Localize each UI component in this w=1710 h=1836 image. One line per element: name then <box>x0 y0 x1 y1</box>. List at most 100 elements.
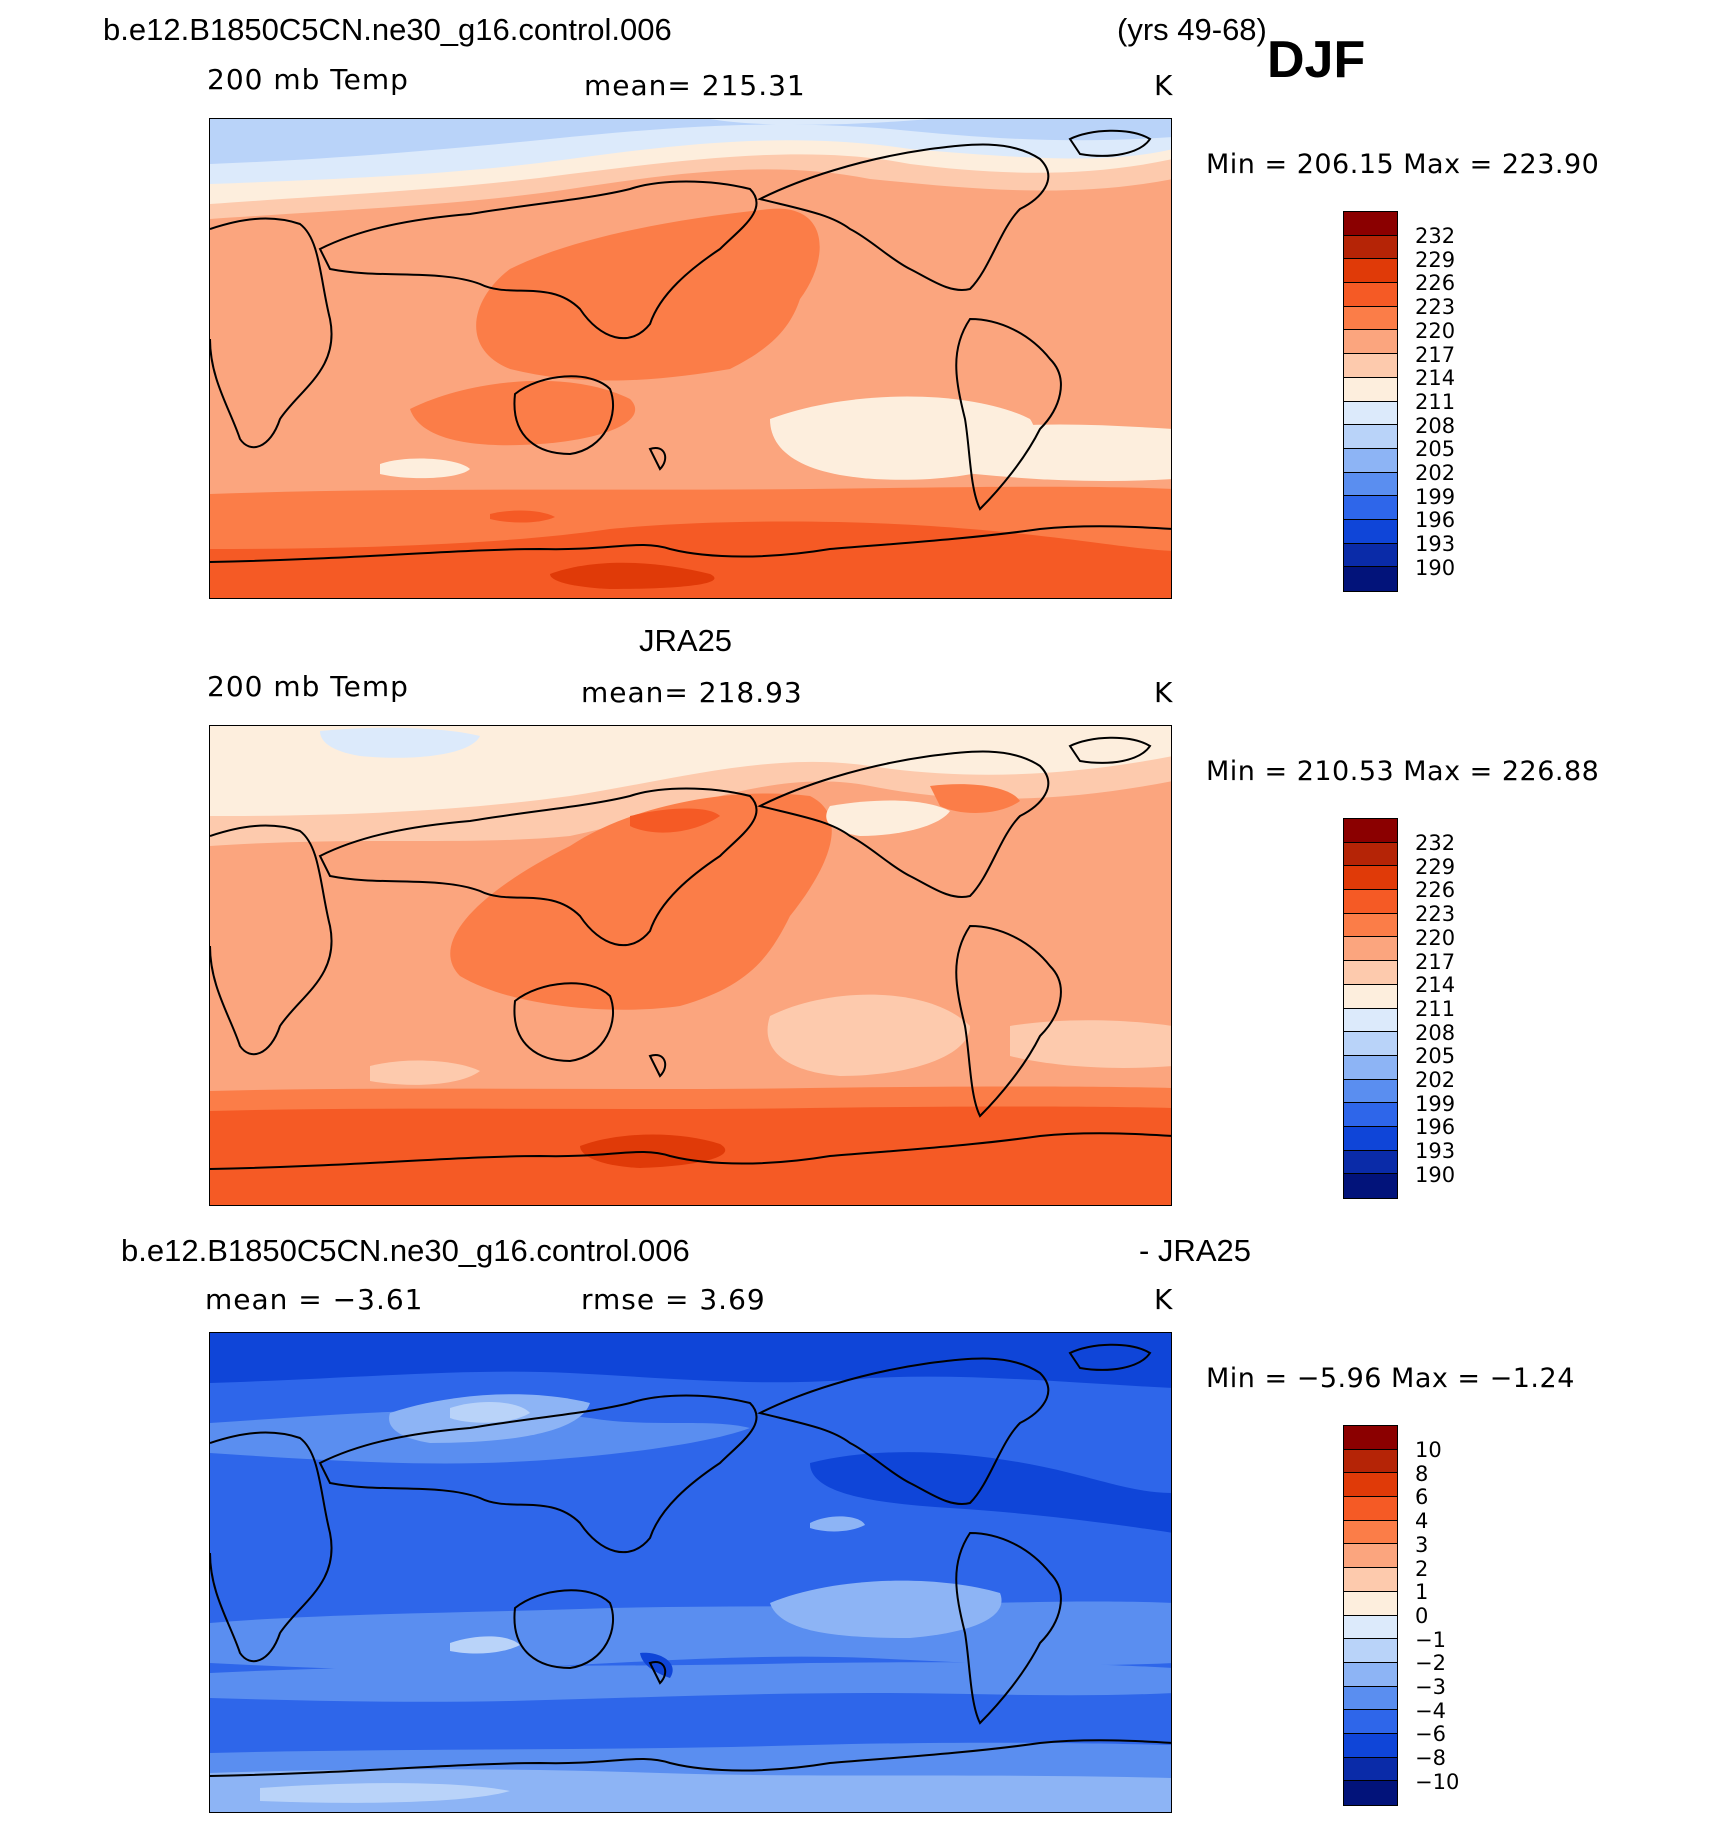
colorbar-label: 190 <box>1415 1162 1456 1187</box>
colorbar-swatch <box>1344 1497 1397 1521</box>
colorbar-label: 217 <box>1415 949 1456 974</box>
colorbar-swatch <box>1344 1174 1397 1198</box>
colorbar-swatch <box>1344 1591 1397 1616</box>
panel3-title-right: - JRA25 <box>1139 1233 1251 1268</box>
colorbar-label: −8 <box>1415 1746 1446 1771</box>
panel2-minmax: Min = 210.53 Max = 226.88 <box>1206 756 1600 787</box>
colorbar-swatch <box>1344 1568 1397 1592</box>
colorbar-label: 214 <box>1415 973 1456 998</box>
colorbar-label: 190 <box>1415 555 1456 580</box>
colorbar-label: 232 <box>1415 224 1456 248</box>
colorbar-swatch <box>1344 1126 1397 1151</box>
panel3-mean: mean = −3.61 <box>205 1283 424 1316</box>
colorbar-swatch <box>1344 819 1397 843</box>
colorbar-swatch <box>1344 1520 1397 1545</box>
colorbar-swatch <box>1344 1055 1397 1080</box>
colorbar-swatch <box>1344 283 1397 307</box>
colorbar-label: −2 <box>1415 1651 1446 1676</box>
colorbar-swatch <box>1344 913 1397 938</box>
colorbar-label: −10 <box>1415 1769 1460 1794</box>
colorbar-swatch <box>1344 1757 1397 1782</box>
colorbar-label: 211 <box>1415 996 1456 1021</box>
colorbar-swatch <box>1344 306 1397 331</box>
panel3-minmax: Min = −5.96 Max = −1.24 <box>1206 1363 1575 1394</box>
panel1-units: K <box>1154 69 1174 102</box>
colorbar-label: 205 <box>1415 1044 1456 1069</box>
colorbar-label: 220 <box>1415 318 1456 343</box>
colorbar-label: −6 <box>1415 1722 1446 1747</box>
panel3-rmse: rmse = 3.69 <box>581 1283 766 1316</box>
panel3-title-left: b.e12.B1850C5CN.ne30_g16.control.006 <box>121 1233 690 1268</box>
season-label: DJF <box>1267 31 1366 89</box>
panel2-map <box>209 725 1172 1206</box>
panel2-contour-field <box>210 726 1171 1205</box>
colorbar-swatch <box>1344 1662 1397 1687</box>
colorbar-swatch <box>1344 1150 1397 1175</box>
panel2-title: JRA25 <box>639 623 733 658</box>
colorbar-label: 193 <box>1415 532 1456 557</box>
colorbar-label: 199 <box>1415 1091 1456 1116</box>
panel1-mean: mean= 215.31 <box>584 69 806 102</box>
colorbar-swatch <box>1344 866 1397 891</box>
colorbar-swatch <box>1344 1544 1397 1569</box>
colorbar-swatch <box>1344 235 1397 260</box>
colorbar-swatch <box>1344 330 1397 355</box>
colorbar-swatch <box>1344 937 1397 962</box>
colorbar-swatch <box>1344 1710 1397 1734</box>
colorbar-label: 6 <box>1415 1485 1429 1510</box>
colorbar-label: 220 <box>1415 925 1456 950</box>
colorbar-label: 199 <box>1415 484 1456 509</box>
years-label: (yrs 49-68) <box>1117 12 1267 47</box>
colorbar-label: 202 <box>1415 461 1456 485</box>
colorbar-label: 223 <box>1415 295 1456 320</box>
panel3-contour-field <box>210 1333 1171 1812</box>
colorbar-swatch <box>1344 496 1397 520</box>
colorbar-swatch <box>1344 1449 1397 1474</box>
colorbar-swatch <box>1344 842 1397 867</box>
colorbar-label: 211 <box>1415 389 1456 414</box>
colorbar-swatch <box>1344 1473 1397 1498</box>
panel2-units: K <box>1154 676 1174 709</box>
colorbar-swatch <box>1344 890 1397 914</box>
colorbar-swatch <box>1344 425 1397 449</box>
colorbar-label: −3 <box>1415 1675 1446 1699</box>
colorbar-label: 3 <box>1415 1532 1429 1557</box>
colorbar-label: 217 <box>1415 342 1456 367</box>
colorbar-swatch <box>1344 354 1397 378</box>
colorbar-label: 0 <box>1415 1603 1429 1628</box>
colorbar-label: 226 <box>1415 878 1456 903</box>
colorbar-label: 229 <box>1415 854 1456 879</box>
colorbar-swatch <box>1344 567 1397 591</box>
colorbar-label: 208 <box>1415 413 1456 438</box>
colorbar-swatch <box>1344 1686 1397 1711</box>
colorbar-swatch <box>1344 212 1397 236</box>
colorbar-label: 10 <box>1415 1438 1442 1462</box>
panel1-contour-field <box>210 119 1171 598</box>
colorbar-label: 193 <box>1415 1139 1456 1164</box>
colorbar-swatch <box>1344 1103 1397 1127</box>
panel3-units: K <box>1154 1283 1174 1316</box>
panel1-map <box>209 118 1172 599</box>
panel1-minmax: Min = 206.15 Max = 223.90 <box>1206 149 1600 180</box>
colorbar-label: 2 <box>1415 1556 1429 1581</box>
colorbar-label: 196 <box>1415 1115 1456 1140</box>
panel3-colorbar <box>1343 1425 1398 1806</box>
colorbar-label: 232 <box>1415 831 1456 855</box>
colorbar-label: 8 <box>1415 1461 1429 1486</box>
colorbar-swatch <box>1344 1008 1397 1033</box>
colorbar-swatch <box>1344 519 1397 544</box>
panel2-variable: 200 mb Temp <box>207 670 409 703</box>
case-title: b.e12.B1850C5CN.ne30_g16.control.006 <box>103 12 672 47</box>
colorbar-label: 1 <box>1415 1580 1429 1605</box>
colorbar-label: 202 <box>1415 1068 1456 1092</box>
colorbar-swatch <box>1344 377 1397 402</box>
colorbar-label: 214 <box>1415 366 1456 391</box>
colorbar-label: 205 <box>1415 437 1456 462</box>
colorbar-label: 4 <box>1415 1509 1429 1534</box>
colorbar-label: 229 <box>1415 247 1456 272</box>
colorbar-swatch <box>1344 1426 1397 1450</box>
colorbar-swatch <box>1344 259 1397 284</box>
colorbar-swatch <box>1344 1733 1397 1758</box>
colorbar-swatch <box>1344 984 1397 1009</box>
colorbar-swatch <box>1344 961 1397 985</box>
